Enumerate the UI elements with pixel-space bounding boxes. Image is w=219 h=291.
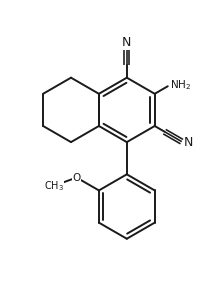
Text: NH$_2$: NH$_2$ (170, 78, 191, 92)
Text: O: O (72, 173, 81, 182)
Text: N: N (184, 136, 193, 149)
Text: CH$_3$: CH$_3$ (44, 179, 64, 193)
Text: N: N (122, 36, 131, 49)
